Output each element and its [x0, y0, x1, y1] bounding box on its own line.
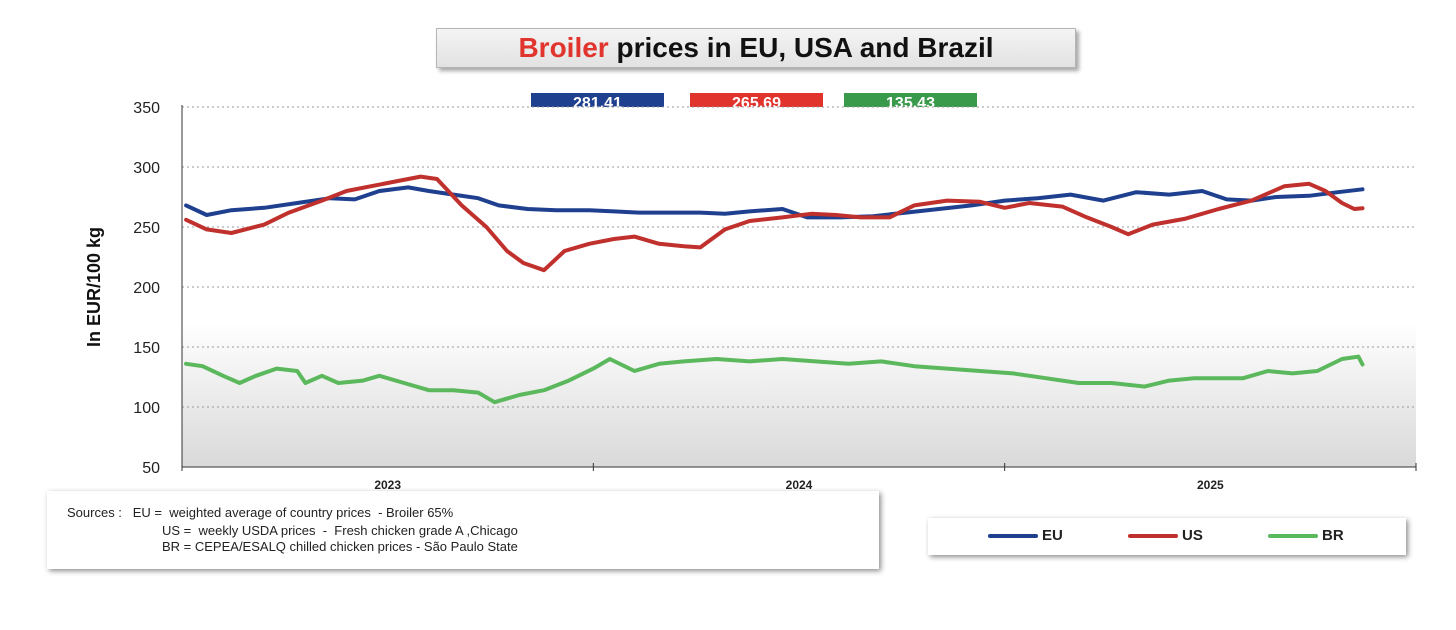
y-tick-label: 350: [133, 100, 160, 117]
y-tick-label: 150: [133, 340, 160, 357]
legend-swatch-eu: [988, 534, 1038, 538]
y-tick-label: 200: [133, 280, 160, 297]
gridlines: [182, 106, 1416, 408]
chart-title: Broiler prices in EU, USA and Brazil: [436, 28, 1076, 68]
y-axis: 50 100 150 200 250 300 350: [133, 100, 183, 477]
y-tick-label: 300: [133, 160, 160, 177]
y-axis-label: In EUR/100 kg: [84, 227, 104, 347]
legend-label-us: US: [1182, 527, 1203, 544]
legend-swatch-us: [1128, 534, 1178, 538]
legend-label-br: BR: [1322, 527, 1344, 544]
series-lines: [184, 174, 1365, 405]
series-line-eu: [184, 185, 1365, 220]
source-eu: Sources : EU = weighted average of count…: [67, 505, 454, 520]
legend-label-eu: EU: [1042, 527, 1063, 544]
source-br: BR = CEPEA/ESALQ chilled chicken prices …: [162, 539, 518, 554]
title-rest: prices in EU, USA and Brazil: [608, 32, 994, 63]
x-tick-label: 2025: [1197, 478, 1224, 492]
sources-box: Sources : EU = weighted average of count…: [47, 491, 879, 569]
chart-legend: EU US BR: [928, 518, 1406, 555]
y-tick-label: 250: [133, 220, 160, 237]
series-line-us: [184, 174, 1365, 273]
x-tick-label: 2023: [374, 478, 401, 492]
x-tick-label: 2024: [786, 478, 813, 492]
y-tick-label: 50: [142, 460, 160, 477]
title-highlight: Broiler: [518, 32, 609, 63]
legend-swatch-br: [1268, 534, 1318, 538]
y-tick-label: 100: [133, 400, 160, 417]
series-line-br: [184, 354, 1365, 405]
x-axis: 2023 2024 2025: [181, 463, 1417, 492]
source-us: US = weekly USDA prices - Fresh chicken …: [162, 523, 518, 538]
